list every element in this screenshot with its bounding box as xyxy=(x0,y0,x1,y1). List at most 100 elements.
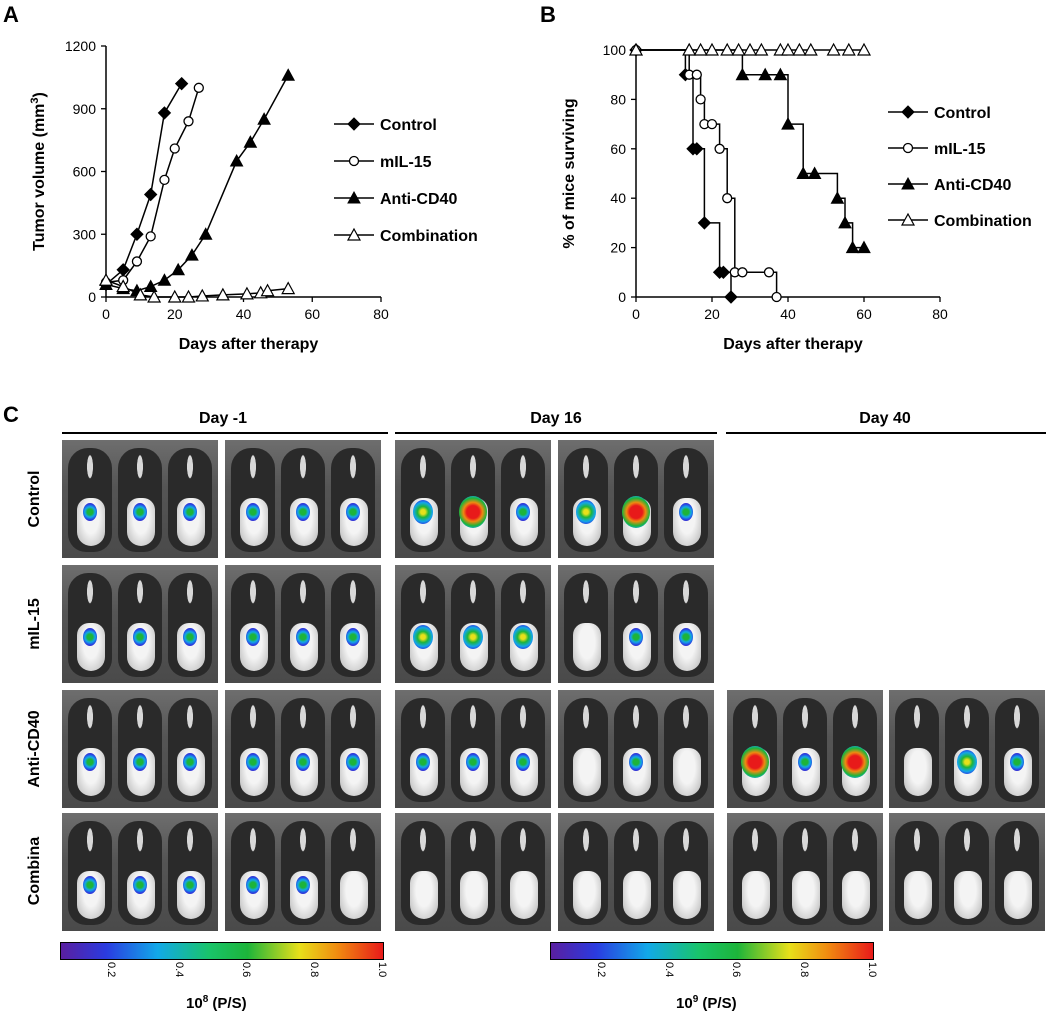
mouse xyxy=(331,821,375,925)
mouse-belly xyxy=(673,871,701,919)
mouse-belly xyxy=(1004,871,1032,919)
bioluminescence-signal xyxy=(183,876,197,894)
mouse xyxy=(331,448,375,552)
x-tick-label: 20 xyxy=(704,306,720,322)
data-point xyxy=(830,191,845,204)
bioluminescence-signal xyxy=(466,753,480,771)
mouse xyxy=(614,448,658,552)
bioluminescence-signal xyxy=(246,503,260,521)
mouse xyxy=(68,573,112,677)
data-point xyxy=(257,112,271,125)
colorbar-tick-label: 0.4 xyxy=(172,962,185,978)
row-label-mil15: mIL-15 xyxy=(26,598,43,650)
image-tile-combination-2 xyxy=(225,813,381,931)
legend-marker xyxy=(347,190,361,204)
bioluminescence-signal xyxy=(296,876,310,894)
mouse xyxy=(281,573,325,677)
mouse-belly xyxy=(573,871,601,919)
bioluminescence-signal xyxy=(516,753,530,771)
header-day-40: Day 40 xyxy=(859,410,911,427)
data-point xyxy=(742,42,758,56)
series-combination xyxy=(628,42,872,56)
colorbar-tick-label: 0.8 xyxy=(798,962,811,978)
legend-entry: Combination xyxy=(334,227,478,245)
bioluminescence-signal xyxy=(183,753,197,771)
mouse xyxy=(331,698,375,802)
data-point xyxy=(169,143,180,154)
mouse-belly xyxy=(410,871,438,919)
mouse-belly xyxy=(340,871,368,919)
bioluminescence-signal xyxy=(413,500,433,524)
mouse xyxy=(168,698,212,802)
data-point xyxy=(195,288,210,302)
data-point xyxy=(720,42,735,56)
mouse xyxy=(614,698,658,802)
mouse xyxy=(168,448,212,552)
colorbar-1-label: 108 (P/S) xyxy=(186,994,247,1012)
colorbar-tick-label: 0.8 xyxy=(308,962,321,978)
mouse xyxy=(231,448,275,552)
image-tile-combination-3 xyxy=(395,813,551,931)
data-point xyxy=(796,166,811,179)
mouse xyxy=(331,573,375,677)
series-control xyxy=(99,76,189,292)
data-point xyxy=(130,227,144,241)
mouse xyxy=(118,698,162,802)
bioluminescence-signal xyxy=(1010,753,1024,771)
bioluminescence-signal xyxy=(629,628,643,646)
data-point xyxy=(771,291,782,303)
mouse-belly xyxy=(954,871,982,919)
panel-label-a: A xyxy=(3,2,19,27)
x-tick-label: 20 xyxy=(167,306,183,322)
header-day-minus1: Day -1 xyxy=(198,410,248,427)
legend-label: Anti-CD40 xyxy=(380,191,457,208)
legend-marker xyxy=(902,142,914,154)
data-point xyxy=(157,106,172,120)
mouse xyxy=(995,821,1039,925)
image-tile-combination-1 xyxy=(62,813,218,931)
mouse xyxy=(783,698,827,802)
data-point xyxy=(98,273,114,286)
x-axis-label: Days after therapy xyxy=(179,336,319,353)
mouse xyxy=(451,698,495,802)
bioluminescence-signal xyxy=(246,753,260,771)
data-point xyxy=(167,289,182,303)
data-point xyxy=(147,289,162,303)
bioluminescence-signal xyxy=(346,753,360,771)
bioluminescence-signal xyxy=(246,628,260,646)
data-point xyxy=(143,279,158,293)
bioluminescence-signal xyxy=(463,625,483,649)
bioluminescence-signal xyxy=(516,503,530,521)
data-point xyxy=(145,231,156,242)
data-point xyxy=(781,117,795,130)
mouse xyxy=(501,448,545,552)
data-point xyxy=(722,193,733,204)
x-tick-label: 80 xyxy=(932,306,948,322)
header-day-16: Day 16 xyxy=(530,410,582,427)
bioluminescence-signal xyxy=(346,628,360,646)
colorbar-tick-label: 0.2 xyxy=(104,962,117,978)
mouse-belly xyxy=(460,871,488,919)
y-tick-label: 1200 xyxy=(65,38,96,54)
data-point xyxy=(763,267,775,278)
bioluminescence-signal xyxy=(629,753,643,771)
data-point xyxy=(198,227,213,240)
colorbar-1 xyxy=(60,942,384,960)
bioluminescence-signal xyxy=(622,496,650,528)
data-point xyxy=(690,142,704,156)
mouse xyxy=(664,698,708,802)
series-line xyxy=(636,49,732,297)
image-tile-control-1 xyxy=(62,440,218,558)
series-line xyxy=(636,49,778,297)
header-line-day-40 xyxy=(726,432,1046,434)
y-axis-label: % of mice surviving xyxy=(561,98,578,248)
bioluminescence-signal xyxy=(459,496,487,528)
data-point xyxy=(845,240,860,254)
data-point xyxy=(143,187,158,202)
legend-marker xyxy=(346,227,362,241)
legend-label: mIL-15 xyxy=(934,141,986,158)
mouse xyxy=(118,821,162,925)
data-point xyxy=(780,42,796,56)
series-line xyxy=(636,49,864,249)
image-tile-mil15-3 xyxy=(395,565,551,683)
